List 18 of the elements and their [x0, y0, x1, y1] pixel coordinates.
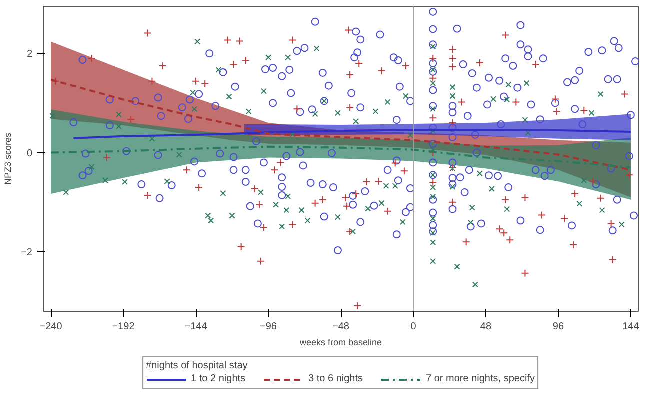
x-tick-label: −48: [332, 322, 350, 332]
x-tick-label: −144: [184, 322, 208, 332]
legend-label: 1 to 2 nights: [191, 373, 246, 385]
x-axis-title: weeks from baseline: [298, 338, 382, 348]
x-tick-label: 96: [552, 322, 564, 332]
x-tick-label: −240: [40, 322, 63, 332]
x-tick-label: −192: [112, 322, 136, 332]
x-tick-label: −96: [260, 322, 278, 332]
legend-label: 7 or more nights, specify: [426, 373, 535, 385]
x-tick-label: 0: [410, 322, 417, 332]
x-tick-label: 144: [622, 322, 640, 332]
legend-title: #nights of hospital stay: [146, 360, 249, 371]
y-axis-title: NPZ3 scores: [3, 132, 14, 186]
y-tick-label: −2: [21, 247, 33, 258]
y-tick-label: 0: [26, 148, 33, 160]
x-tick-label: 48: [480, 322, 492, 332]
y-tick-label: 2: [26, 49, 33, 60]
legend-label: 3 to 6 nights: [308, 373, 364, 385]
